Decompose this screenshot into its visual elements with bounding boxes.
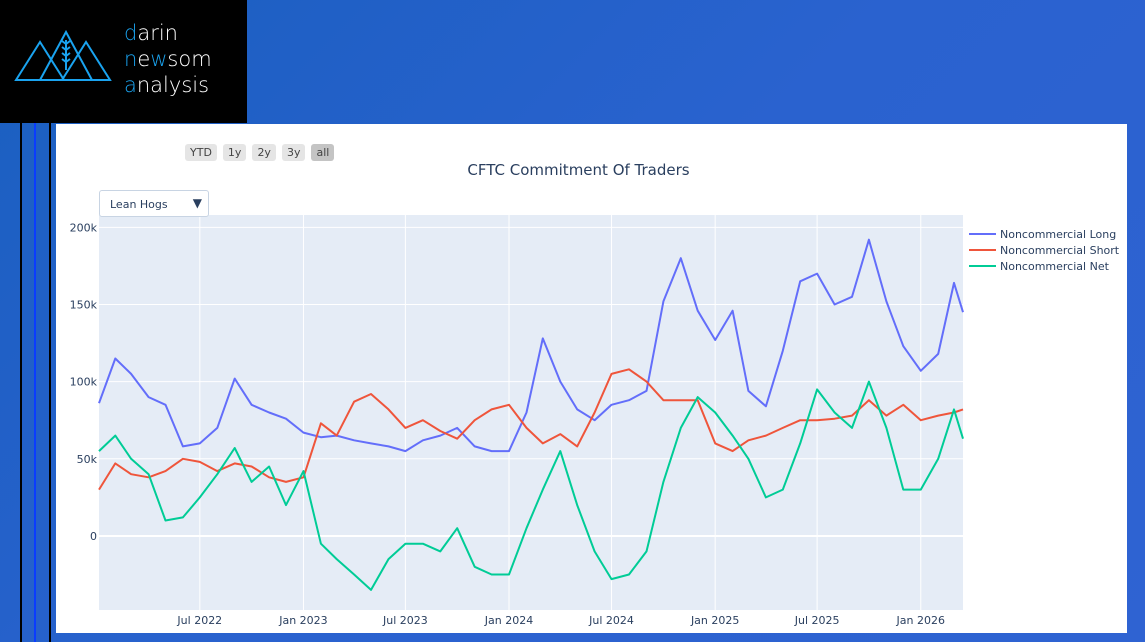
range-3y-button[interactable]: 3y	[281, 144, 306, 161]
y-tick-label: 50k	[77, 453, 98, 466]
range-ytd-button[interactable]: YTD	[185, 144, 217, 161]
legend-label: Noncommercial Net	[1000, 260, 1110, 273]
divider-line	[49, 123, 51, 642]
y-tick-label: 100k	[70, 376, 98, 389]
brand-logo: darin newsom analysis	[0, 0, 247, 123]
legend-label: Noncommercial Long	[1000, 228, 1116, 241]
dropdown-value: Lean Hogs	[110, 198, 168, 211]
range-selector: YTD 1y 2y 3y all	[185, 144, 335, 161]
x-tick-label: Jul 2024	[588, 614, 634, 627]
y-tick-label: 200k	[70, 221, 98, 234]
chevron-down-icon: ▼	[192, 196, 202, 210]
x-tick-label: Jan 2023	[278, 614, 327, 627]
divider-line	[20, 123, 22, 642]
y-tick-label: 0	[90, 530, 97, 543]
x-tick-label: Jan 2026	[896, 614, 945, 627]
line-chart: 0 50k 100k 150k 200k Jul 2022 Jan 2023 Jul 2023…	[70, 215, 1120, 627]
x-tick-label: Jul 2025	[794, 614, 840, 627]
y-tick-label: 150k	[70, 298, 98, 311]
x-tick-label: Jan 2025	[690, 614, 739, 627]
chart-panel: YTD 1y 2y 3y all CFTC Commitment Of Trad…	[56, 124, 1127, 633]
divider-line	[34, 123, 36, 642]
mountains-wheat-icon	[14, 30, 112, 81]
series-line-2	[98, 380, 964, 591]
legend-item-1[interactable]: Noncommercial Short	[969, 244, 1120, 257]
x-tick-label: Jul 2022	[176, 614, 222, 627]
legend-item-0[interactable]: Noncommercial Long	[969, 228, 1116, 241]
range-1y-button[interactable]: 1y	[222, 144, 247, 161]
range-all-button[interactable]: all	[311, 144, 335, 161]
range-2y-button[interactable]: 2y	[252, 144, 276, 161]
chart-title: CFTC Commitment Of Traders	[467, 161, 690, 179]
brand-name: darin newsom analysis	[124, 21, 212, 97]
legend-item-2[interactable]: Noncommercial Net	[969, 260, 1110, 273]
plot-area	[99, 215, 963, 610]
series-line-0	[98, 238, 964, 453]
commodity-dropdown[interactable]: Lean Hogs ▼	[99, 190, 209, 217]
x-tick-label: Jan 2024	[484, 614, 533, 627]
legend-label: Noncommercial Short	[1000, 244, 1120, 257]
x-tick-label: Jul 2023	[382, 614, 428, 627]
